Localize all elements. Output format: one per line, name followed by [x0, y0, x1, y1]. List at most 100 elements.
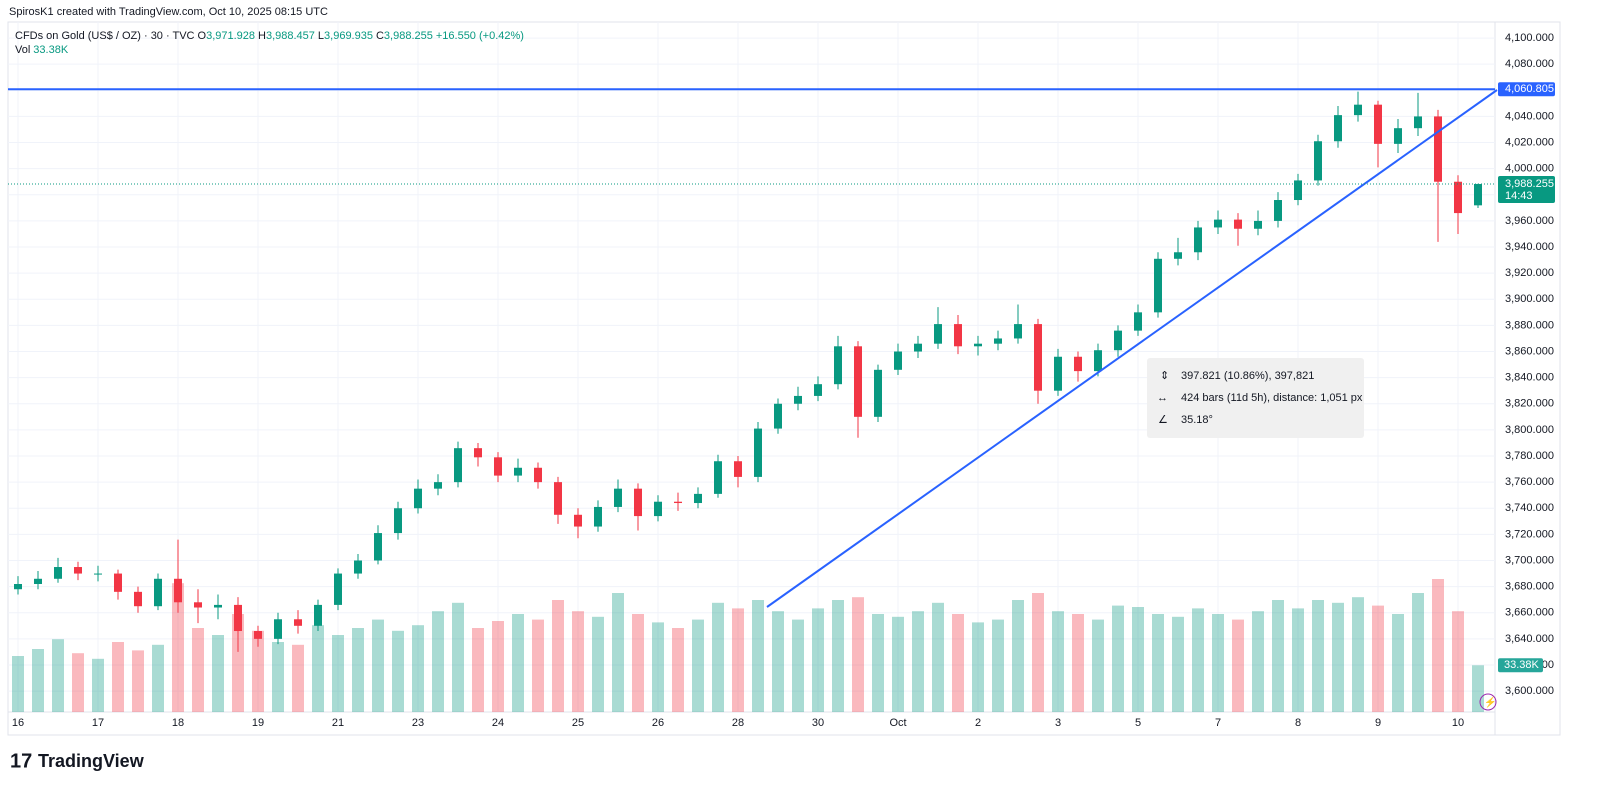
candle-body [1434, 116, 1442, 182]
volume-bar [172, 583, 184, 712]
legend-text: 3,988.255 [384, 30, 433, 42]
volume-bar [1212, 614, 1224, 712]
candle-body [134, 591, 142, 607]
candle-body [414, 488, 422, 509]
volume-bar [712, 602, 724, 712]
y-tick-label: 3,960.000 [1505, 215, 1554, 227]
candle-body [1474, 184, 1482, 206]
measure-icon: ∠ [1158, 414, 1168, 426]
candle-body [1054, 356, 1062, 391]
volume-bar [272, 642, 284, 712]
candle-body [914, 343, 922, 352]
candle-body [494, 457, 502, 476]
volume-bar [892, 616, 904, 712]
hline-badge [1498, 82, 1555, 97]
legend: CFDs on Gold (US$ / OZ) · 30 · TVC O 3,971… [15, 30, 524, 56]
x-tick-label: 16 [12, 717, 24, 729]
volume-bar [792, 619, 804, 712]
candle-body [34, 578, 42, 585]
trend-line [766, 89, 1498, 608]
y-tick-label: 3,860.000 [1505, 345, 1554, 357]
candle-body [1174, 252, 1182, 259]
alert-icon[interactable] [1479, 693, 1497, 711]
y-tick-label: 3,720.000 [1505, 528, 1554, 540]
candle-body [1154, 258, 1162, 313]
volume-bar [1232, 619, 1244, 712]
volume-bar [552, 600, 564, 712]
volume-badge [1498, 658, 1543, 673]
x-tick-label: 28 [732, 717, 744, 729]
candle-body [994, 338, 1002, 344]
volume-bar [352, 628, 364, 712]
volume-bar [312, 625, 324, 712]
volume-bar [1052, 611, 1064, 712]
volume-bar [952, 614, 964, 712]
candle-body [634, 488, 642, 517]
volume-bar [992, 619, 1004, 712]
legend-text: 33.38K [33, 44, 69, 56]
candle-body [934, 324, 942, 344]
volume-bar [1372, 605, 1384, 712]
candle-body [54, 567, 62, 579]
y-tick-label: 3,900.000 [1505, 293, 1554, 305]
volume-bar [812, 608, 824, 712]
logo-mark: 17 [10, 750, 32, 772]
candle-body [794, 395, 802, 404]
legend-text: O [198, 30, 207, 42]
volume-bar [1252, 611, 1264, 712]
volume-bar [872, 614, 884, 712]
volume-bar [572, 611, 584, 712]
candle-body [674, 501, 682, 504]
volume-bar [452, 602, 464, 712]
candle-body [1234, 219, 1242, 229]
legend-text: Vol [15, 44, 30, 56]
legend-text: H [258, 30, 266, 42]
x-tick-label: 19 [252, 717, 264, 729]
y-tick-label: 3,660.000 [1505, 607, 1554, 619]
volume-bar [332, 635, 344, 712]
candle-body [1274, 200, 1282, 221]
volume-bar [532, 619, 544, 712]
volume-bar [132, 650, 144, 712]
y-tick-label: 4,040.000 [1505, 110, 1554, 122]
volume-layer [12, 579, 1484, 712]
legend-text: CFDs on Gold (US$ / OZ) · 30 · TVC [15, 30, 195, 42]
candle-body [1414, 116, 1422, 129]
candle-body [1114, 330, 1122, 351]
volume-bar [212, 635, 224, 712]
volume-bar [1032, 593, 1044, 712]
volume-bar [912, 611, 924, 712]
y-tick-label: 3,680.000 [1505, 581, 1554, 593]
candle-body [74, 567, 82, 574]
x-tick-label: 25 [572, 717, 584, 729]
volume-bar [512, 614, 524, 712]
y-tick-label: 3,800.000 [1505, 424, 1554, 436]
y-tick-label: 3,820.000 [1505, 398, 1554, 410]
volume-bar [1112, 605, 1124, 712]
x-tick-label: 30 [812, 717, 824, 729]
y-tick-label: 3,600.000 [1505, 685, 1554, 697]
candle-body [1194, 227, 1202, 253]
y-tick-label: 3,920.000 [1505, 267, 1554, 279]
volume-bar [392, 630, 404, 712]
volume-bar [972, 622, 984, 712]
volume-bar [1352, 597, 1364, 712]
candle-body [214, 604, 222, 608]
volume-bar [1132, 607, 1144, 712]
volume-bar [1392, 614, 1404, 712]
candle-body [1034, 324, 1042, 391]
volume-bar [52, 639, 64, 712]
volume-badge-label: 33.38K [1504, 659, 1540, 671]
candle-body [354, 560, 362, 574]
candle-body [594, 506, 602, 527]
measure-price: 397.821 (10.86%), 397,821 [1181, 370, 1314, 382]
volume-bar [1272, 600, 1284, 712]
volume-bar [652, 622, 664, 712]
candle-layer [14, 91, 1482, 652]
candle-body [774, 403, 782, 429]
volume-bar [1092, 619, 1104, 712]
candle-body [94, 573, 102, 575]
candle-body [1374, 104, 1382, 144]
candle-body [254, 631, 262, 639]
